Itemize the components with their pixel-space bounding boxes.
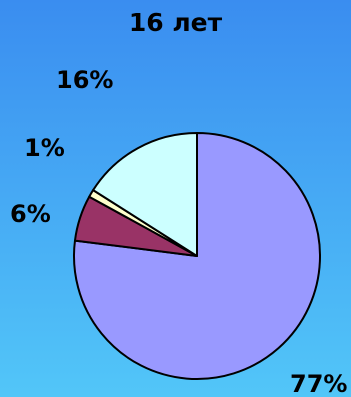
- slice-label-77: 77%: [290, 370, 347, 397]
- slice-label-16: 16%: [56, 66, 113, 94]
- pie-slices: [73, 132, 321, 380]
- slice-label-1: 1%: [24, 134, 65, 162]
- chart-title: 16 лет: [128, 8, 223, 37]
- slice-label-6: 6%: [10, 200, 51, 228]
- pie-slice-16: [92, 132, 198, 257]
